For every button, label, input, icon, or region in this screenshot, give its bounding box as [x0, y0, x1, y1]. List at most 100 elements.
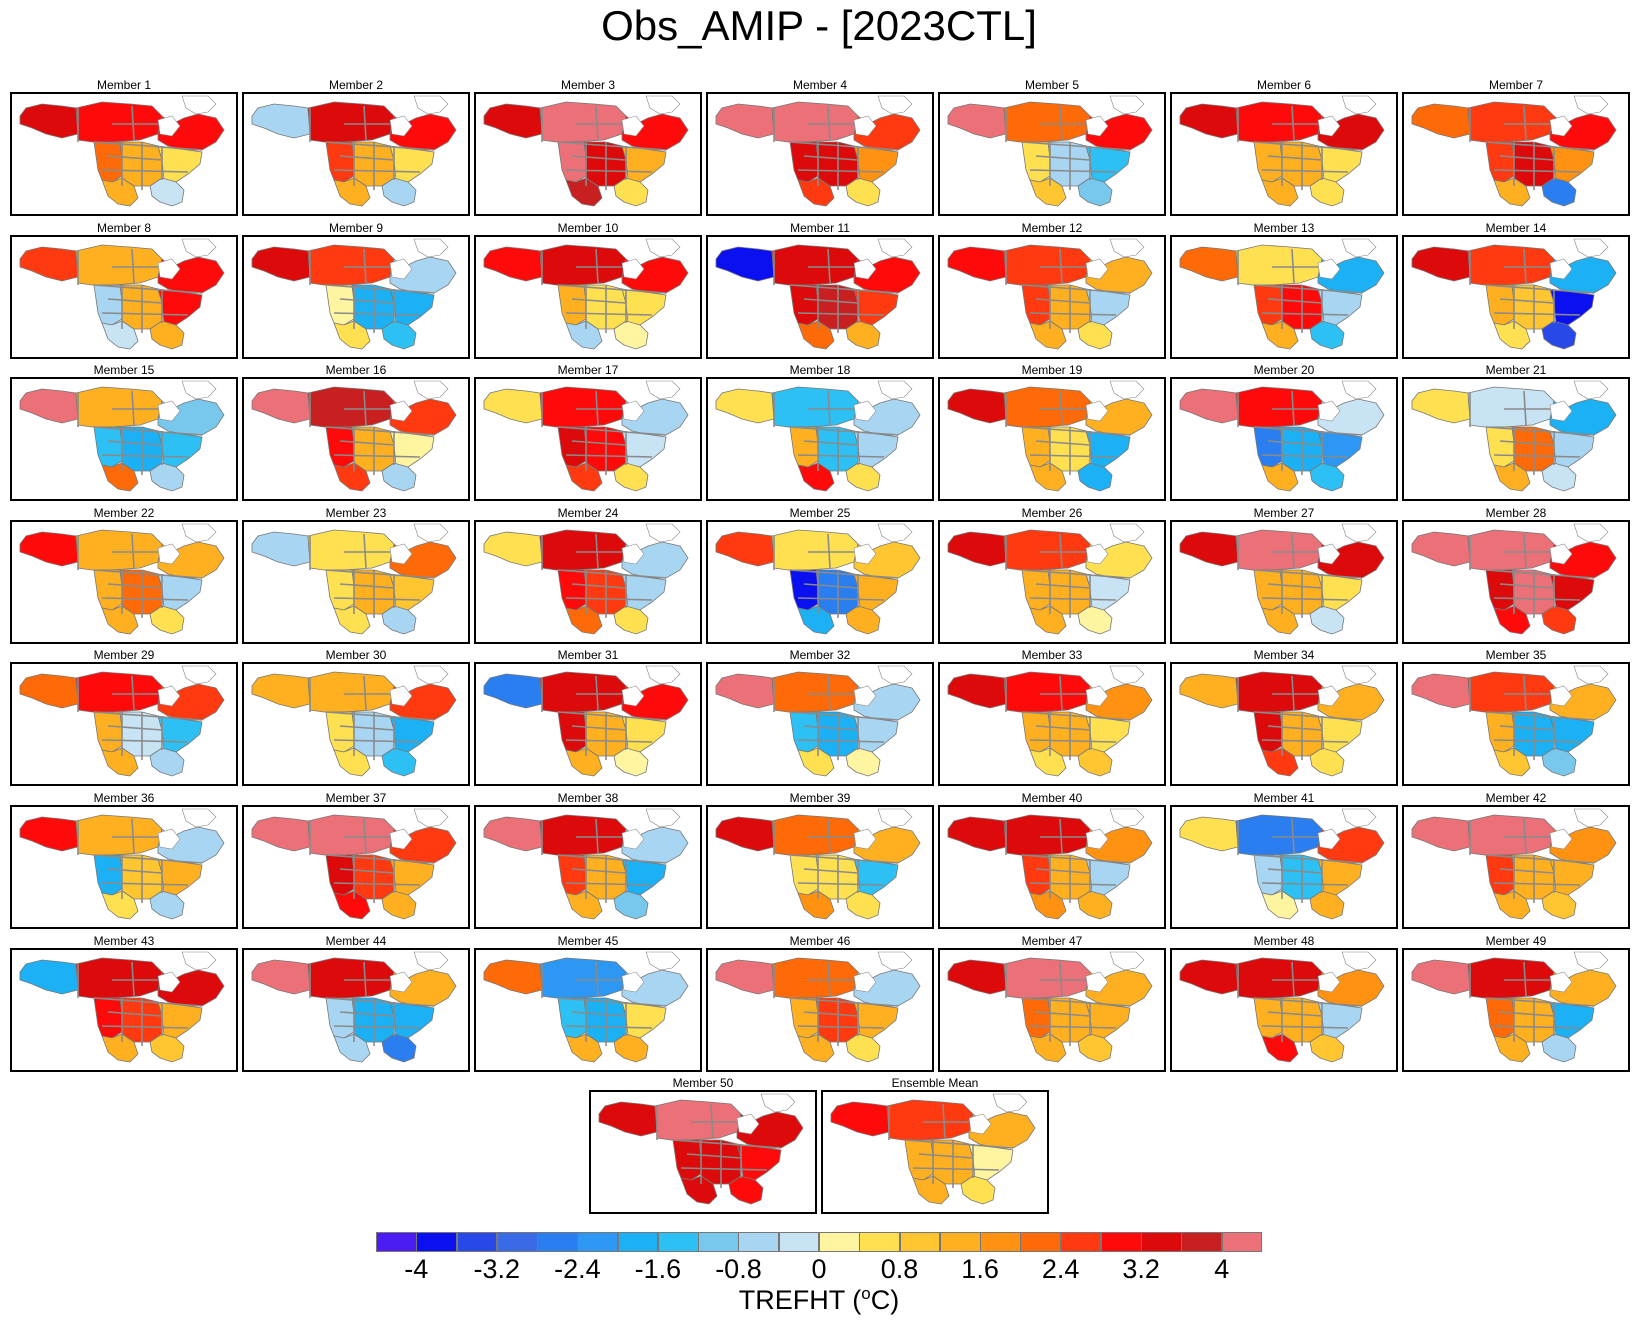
units-open: TREFHT (: [738, 1285, 862, 1315]
region-nw: [1179, 816, 1239, 852]
region-eus: [621, 858, 667, 896]
region-cus: [351, 711, 395, 757]
hudson-bay: [853, 828, 877, 850]
region-can: [539, 814, 627, 856]
political-border: [363, 961, 367, 996]
map-panel: Member 44: [242, 934, 470, 1076]
region-se: [149, 462, 185, 492]
map-frame: [10, 92, 238, 216]
region-cus: [1279, 854, 1323, 900]
political-border: [1493, 454, 1581, 458]
greenland: [1341, 238, 1377, 257]
region-cus: [698, 1139, 742, 1185]
region-sw: [1261, 320, 1299, 350]
region-wus: [1485, 284, 1515, 326]
region-se: [1077, 890, 1113, 920]
political-border: [101, 882, 189, 886]
region-can: [771, 244, 859, 285]
region-cus: [815, 141, 859, 187]
region-se: [1309, 605, 1345, 635]
region-sw: [1029, 747, 1067, 777]
region-eus: [853, 858, 899, 896]
political-border: [557, 854, 667, 864]
region-wus: [93, 997, 123, 1039]
colorbar-swatch: [496, 1232, 538, 1252]
region-can: [307, 529, 395, 571]
region-wus: [93, 284, 123, 326]
region-sw: [797, 320, 835, 350]
region-eus: [1317, 145, 1363, 183]
greenland: [760, 1093, 796, 1113]
region-sw: [333, 1033, 371, 1063]
region-se: [613, 462, 649, 492]
region-eus: [157, 288, 203, 326]
political-border: [333, 882, 421, 886]
map-panel: Member 33: [938, 648, 1166, 790]
map-panel: Member 39: [706, 791, 934, 933]
political-border: [1253, 996, 1363, 1007]
region-can: [75, 814, 163, 856]
political-border: [680, 1167, 768, 1171]
region-wus: [93, 569, 123, 611]
region-cus: [1511, 426, 1555, 472]
region-se: [381, 462, 417, 492]
political-border: [1035, 155, 1091, 161]
anomaly-map: [947, 951, 1153, 1063]
anomaly-map: [19, 95, 225, 207]
region-sw: [101, 177, 139, 207]
political-border: [571, 297, 627, 304]
region-can: [771, 957, 859, 998]
political-border: [131, 533, 135, 568]
political-border: [1523, 818, 1527, 854]
political-border: [131, 391, 135, 426]
political-border: [1029, 739, 1117, 744]
region-wus: [557, 141, 587, 183]
region-cus: [815, 284, 859, 329]
map-panel: Member 29: [10, 648, 238, 790]
hudson-bay: [1085, 543, 1109, 565]
region-wus: [325, 284, 355, 326]
panel-label: Member 47: [1021, 933, 1083, 948]
map-frame: [706, 662, 934, 787]
region-can: [1467, 957, 1555, 998]
colorbar-tick-label: 3.2: [1122, 1254, 1160, 1284]
panel-label: Member 16: [325, 363, 387, 378]
map-frame: [706, 519, 934, 644]
region-wus: [557, 997, 587, 1039]
panel-label: Member 11: [790, 220, 850, 235]
political-border: [803, 440, 859, 446]
political-border: [1291, 533, 1295, 568]
political-border: [363, 105, 367, 141]
political-border: [1035, 297, 1091, 304]
region-sw: [797, 747, 835, 777]
political-border: [107, 582, 163, 589]
panel-label: Member 19: [1021, 363, 1083, 378]
panel-label: Member 23: [325, 505, 387, 520]
panel-label: Member 35: [1485, 648, 1547, 663]
hudson-bay: [157, 543, 181, 565]
region-can: [307, 814, 395, 856]
colorbar-swatch: [577, 1232, 619, 1252]
hudson-bay: [621, 400, 645, 422]
political-border: [1261, 596, 1349, 601]
greenland: [645, 523, 681, 543]
political-border: [1267, 440, 1323, 446]
political-border: [107, 297, 163, 304]
region-cus: [1511, 711, 1555, 757]
panel-label: Member 2: [328, 78, 384, 92]
map-frame: [1402, 519, 1630, 644]
region-can: [307, 386, 395, 428]
map-panel: Member 35: [1402, 648, 1630, 790]
political-border: [797, 311, 885, 316]
map-panel: Member 12: [938, 221, 1166, 363]
region-eus: [389, 1001, 435, 1039]
region-cus: [1047, 141, 1091, 187]
colorbar-swatch: [778, 1232, 820, 1252]
hudson-bay: [1549, 258, 1573, 279]
political-border: [333, 169, 421, 173]
map-panel: Member 46: [706, 934, 934, 1076]
region-sw: [565, 462, 603, 492]
map-panel: Member 18: [706, 363, 934, 505]
region-se: [613, 177, 649, 207]
political-border: [101, 596, 189, 601]
